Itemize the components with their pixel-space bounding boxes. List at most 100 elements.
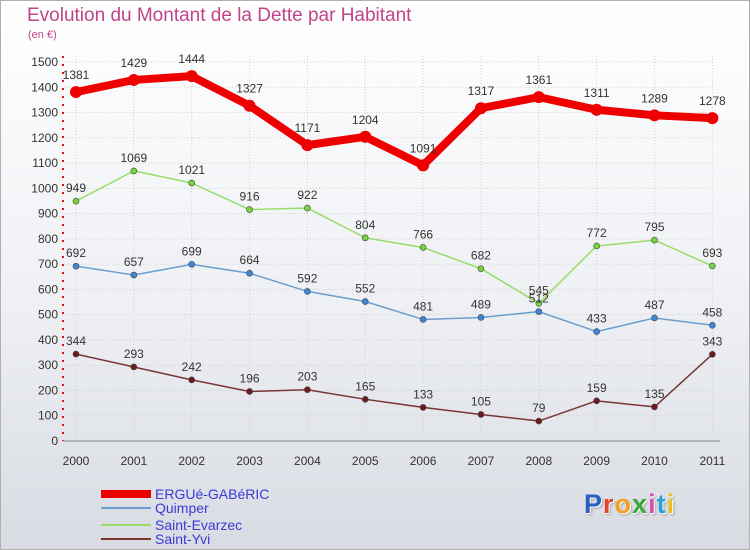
data-point [477,265,485,272]
data-point [590,103,603,116]
data-label: 481 [413,299,433,313]
y-tick-label: 1100 [32,156,58,170]
series-line [75,263,714,333]
data-point [648,109,661,122]
legend-label: Quimper [155,500,209,516]
legend-label: Saint-Yvi [155,531,211,547]
data-label: 196 [240,371,260,385]
data-label: 344 [66,334,86,348]
data-point [419,404,427,411]
logo-letter: o [614,489,633,519]
data-point [535,299,543,307]
x-tick-label: 2008 [525,454,552,468]
logo-letter: P [584,489,604,519]
x-tick-label: 2006 [410,454,437,468]
data-label: 699 [182,244,202,258]
data-label: 664 [240,253,260,267]
data-point [709,262,716,270]
data-label: 133 [413,387,433,401]
legend-item-saint-evarzec: Saint-Evarzec [101,517,243,533]
data-label: 552 [355,282,375,296]
logo-letter: r [603,489,615,519]
chart-subtitle: (en €) [28,29,57,41]
legend-swatch-quimper [101,507,151,509]
data-point [72,262,80,270]
series-line [72,72,717,170]
data-point [243,99,256,112]
data-point [72,197,80,205]
y-tick-label: 200 [38,383,58,397]
data-label: 512 [529,292,549,306]
legend-label: ERGUé-GABéRIC [155,486,270,502]
y-tick-label: 300 [38,358,58,372]
data-point [477,411,485,418]
data-label: 203 [297,370,317,384]
data-label: 135 [644,387,664,401]
y-tick-label: 600 [38,282,58,296]
x-tick-label: 2007 [468,454,495,468]
data-point [361,396,369,403]
data-label: 657 [124,255,144,269]
x-tick-label: 2001 [120,454,147,468]
data-point [188,261,195,268]
data-point [130,363,138,371]
data-label: 1091 [410,141,437,155]
data-point [188,376,195,384]
legend-label: Saint-Evarzec [155,517,243,533]
data-label: 1381 [63,68,90,82]
data-point [130,271,138,279]
y-tick-label: 1000 [31,181,58,195]
data-label: 489 [471,297,491,311]
series-line [75,353,714,422]
data-label: 165 [355,379,375,393]
data-label: 804 [355,218,375,232]
data-point [474,102,487,115]
data-point [419,316,427,323]
y-tick-label: 1400 [31,80,58,94]
y-tick-label: 800 [38,232,58,246]
data-point [130,167,138,175]
legend-swatch-saint-evarzec [101,524,151,526]
data-point [70,86,82,99]
x-tick-label: 2000 [63,454,90,468]
data-label: 592 [297,271,317,285]
data-point [593,242,600,250]
logo-letter: i [666,489,676,519]
x-tick-label: 2010 [641,454,668,468]
x-tick-label: 2002 [178,454,205,468]
x-tick-label: 2005 [352,454,379,468]
data-point [709,351,716,358]
data-point [706,112,719,125]
legend-item-ergue-gaberic: ERGUé-GABéRIC [101,486,270,502]
data-label: 1171 [294,121,320,135]
data-label: 293 [124,347,144,361]
data-label: 1361 [525,73,552,87]
y-tick-label: 1200 [31,131,58,145]
data-label: 159 [587,381,607,395]
data-label: 433 [587,312,607,326]
y-tick-label: 0 [51,434,58,448]
x-tick-label: 2004 [294,454,321,468]
data-point [593,397,600,405]
proxiti-logo: Proxiti [584,489,675,520]
data-label: 105 [471,394,491,408]
data-label: 692 [66,246,86,260]
data-point [246,388,253,395]
x-tick-label: 2003 [236,454,263,468]
y-tick-label: 400 [38,333,58,347]
data-label: 545 [529,283,549,297]
data-point [419,244,427,251]
data-point [127,73,140,86]
data-label: 487 [644,298,664,312]
data-point [417,159,430,172]
data-point [361,234,369,242]
data-point [532,91,545,104]
data-label: 458 [702,305,722,319]
y-tick-label: 100 [38,409,58,423]
data-label: 795 [644,220,664,234]
data-label: 922 [297,188,317,202]
data-label: 1444 [178,52,205,66]
data-label: 1317 [468,84,495,98]
data-point [246,206,253,213]
